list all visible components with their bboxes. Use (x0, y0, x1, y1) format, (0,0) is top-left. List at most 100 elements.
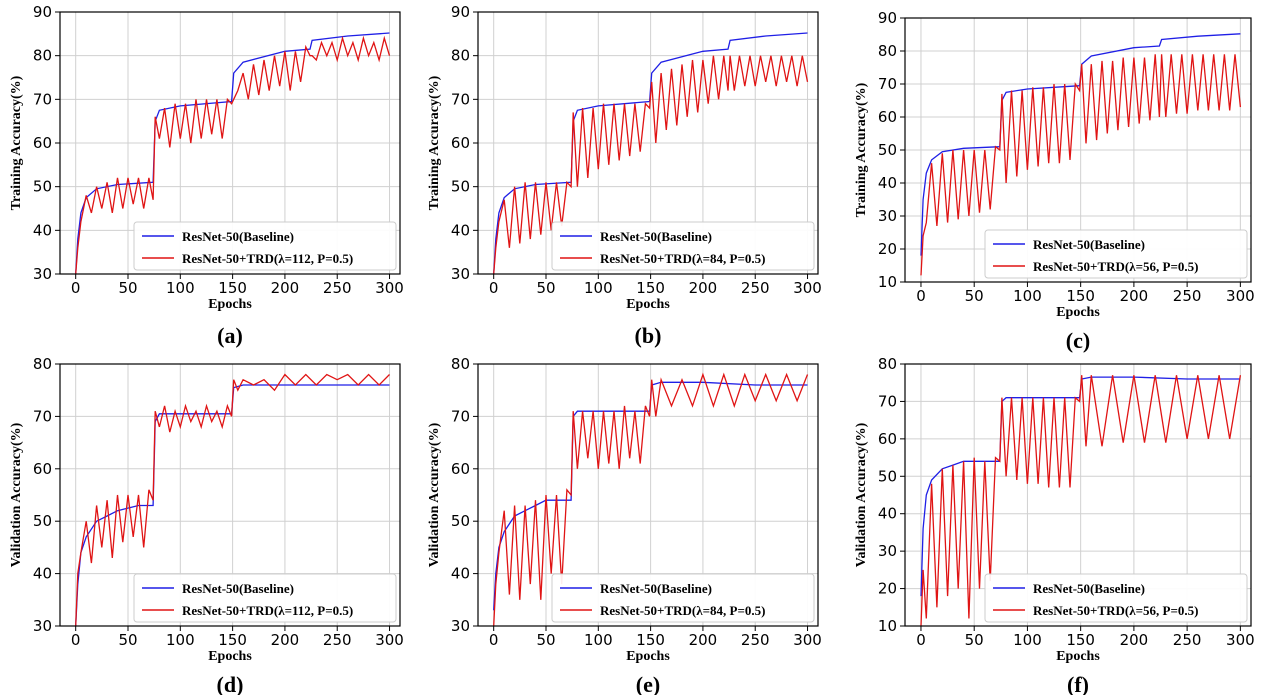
x-axis-label: Epochs (1056, 649, 1100, 664)
y-tick-label: 80 (878, 42, 897, 60)
x-tick-label: 250 (741, 631, 770, 649)
chart-panel: 0 50 100 150 200 250 300 30 40 50 60 70 80 90 Epochs Tr… (427, 3, 822, 348)
panel-label: (f) (1067, 672, 1089, 695)
x-tick-label: 50 (965, 631, 984, 649)
y-axis-label: Validation Accuracy(%) (9, 422, 24, 567)
y-axis-label: Training Accuracy(%) (854, 82, 869, 217)
y-tick-label: 50 (451, 512, 470, 530)
y-tick-label: 40 (33, 221, 52, 239)
panel-label: (c) (1066, 328, 1090, 353)
x-tick-label: 150 (218, 279, 247, 297)
y-tick-label: 20 (878, 580, 897, 598)
y-tick-label: 60 (878, 108, 897, 126)
series-line-trd (920, 54, 1242, 276)
legend: ResNet-50(Baseline) ResNet-50+TRD(λ=112, … (133, 573, 397, 623)
legend-entry-label: ResNet-50(Baseline) (182, 229, 294, 244)
legend-box (984, 229, 1248, 279)
x-tick-label: 200 (1120, 631, 1149, 649)
y-tick-label: 40 (878, 505, 897, 523)
x-tick-label: 100 (584, 279, 613, 297)
y-tick-label: 70 (878, 392, 897, 410)
y-tick-label: 70 (878, 75, 897, 93)
legend-entry-label: ResNet-50+TRD(λ=56, P=0.5) (1033, 603, 1198, 618)
y-tick-label: 80 (33, 47, 52, 65)
y-tick-label: 90 (33, 3, 52, 21)
x-tick-label: 250 (1173, 287, 1202, 305)
y-tick-label: 30 (878, 207, 897, 225)
chart-panel: 0 50 100 150 200 250 300 10 20 30 40 50 60 70 80 Epochs… (854, 355, 1255, 695)
x-axis-label: Epochs (1056, 305, 1100, 320)
x-tick-label: 150 (636, 631, 665, 649)
panel-label: (e) (636, 672, 660, 695)
series-line-baseline (920, 33, 1241, 256)
y-tick-label: 80 (451, 355, 470, 373)
y-tick-label: 10 (878, 617, 897, 635)
legend-entry-label: ResNet-50(Baseline) (1033, 237, 1145, 252)
legend: ResNet-50(Baseline) ResNet-50+TRD(λ=84, P… (551, 221, 815, 271)
legend-entry-label: ResNet-50(Baseline) (182, 581, 294, 596)
series-line-trd (75, 35, 391, 275)
x-axis-label: Epochs (626, 297, 670, 312)
y-tick-label: 90 (451, 3, 470, 21)
plot-frame (59, 363, 401, 627)
y-tick-label: 40 (878, 174, 897, 192)
y-tick-label: 50 (451, 178, 470, 196)
y-tick-label: 80 (451, 47, 470, 65)
x-tick-label: 150 (636, 279, 665, 297)
series-line-trd (920, 375, 1242, 627)
y-tick-label: 20 (878, 240, 897, 258)
x-tick-label: 100 (584, 631, 613, 649)
x-tick-label: 50 (536, 631, 555, 649)
y-tick-label: 80 (33, 355, 52, 373)
x-tick-label: 300 (375, 279, 404, 297)
x-axis-label: Epochs (208, 649, 252, 664)
y-tick-label: 40 (451, 565, 470, 583)
panel-label: (b) (635, 323, 662, 348)
panel-label: (d) (217, 672, 244, 695)
y-tick-label: 10 (878, 273, 897, 291)
y-tick-label: 60 (878, 430, 897, 448)
y-tick-label: 50 (33, 178, 52, 196)
x-axis-label: Epochs (208, 297, 252, 312)
x-tick-label: 300 (375, 631, 404, 649)
series-line-baseline (493, 32, 808, 275)
x-tick-label: 250 (1173, 631, 1202, 649)
x-tick-label: 150 (218, 631, 247, 649)
x-tick-label: 50 (118, 631, 137, 649)
legend-box (551, 221, 815, 271)
legend-entry-label: ResNet-50(Baseline) (600, 229, 712, 244)
legend: ResNet-50(Baseline) ResNet-50+TRD(λ=56, P… (984, 573, 1248, 623)
x-tick-label: 250 (323, 631, 352, 649)
x-tick-label: 200 (689, 631, 718, 649)
plot-frame (904, 363, 1252, 627)
x-tick-label: 250 (323, 279, 352, 297)
legend-entry-label: ResNet-50(Baseline) (1033, 581, 1145, 596)
x-tick-label: 200 (1120, 287, 1149, 305)
legend: ResNet-50(Baseline) ResNet-50+TRD(λ=56, P… (984, 229, 1248, 279)
x-tick-label: 200 (271, 631, 300, 649)
series-line-baseline (493, 381, 808, 611)
series-line-trd (493, 372, 809, 627)
y-tick-label: 30 (451, 617, 470, 635)
y-tick-label: 40 (33, 565, 52, 583)
x-tick-label: 0 (916, 631, 926, 649)
y-tick-label: 60 (33, 460, 52, 478)
y-tick-label: 30 (33, 265, 52, 283)
x-axis-label: Epochs (626, 649, 670, 664)
legend-box (133, 573, 397, 623)
x-tick-label: 300 (1226, 631, 1255, 649)
x-tick-label: 50 (965, 287, 984, 305)
x-tick-label: 300 (1226, 287, 1255, 305)
x-tick-label: 200 (689, 279, 718, 297)
series-line-trd (75, 373, 390, 627)
y-tick-label: 70 (33, 90, 52, 108)
y-tick-label: 50 (33, 512, 52, 530)
legend-entry-label: ResNet-50+TRD(λ=84, P=0.5) (600, 603, 765, 618)
x-tick-label: 150 (1066, 631, 1095, 649)
y-axis-label: Validation Accuracy(%) (854, 422, 869, 567)
y-tick-label: 70 (451, 407, 470, 425)
y-tick-label: 30 (451, 265, 470, 283)
x-tick-label: 150 (1066, 287, 1095, 305)
x-tick-label: 100 (1013, 631, 1042, 649)
